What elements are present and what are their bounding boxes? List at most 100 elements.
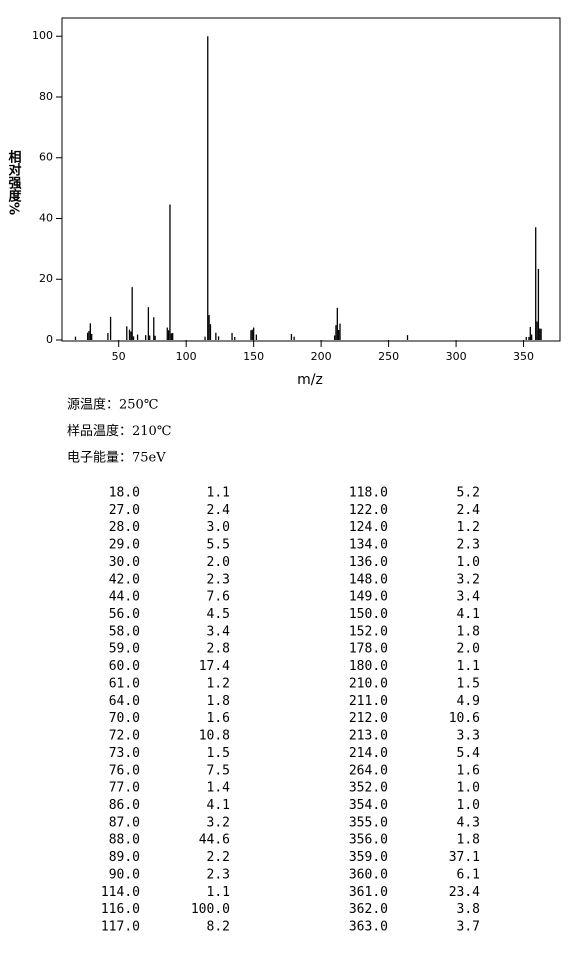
mass: 359.0 bbox=[349, 850, 388, 865]
intensity: 1.8 bbox=[207, 694, 230, 709]
intensity: 3.8 bbox=[457, 902, 480, 917]
intensity: 100.0 bbox=[191, 902, 230, 917]
intensity: 4.3 bbox=[457, 815, 480, 830]
mass: 30.0 bbox=[109, 555, 140, 570]
mass: 355.0 bbox=[349, 815, 388, 830]
intensity: 17.4 bbox=[199, 659, 230, 674]
y-tick-label: 100 bbox=[32, 29, 53, 42]
intensity: 4.1 bbox=[207, 798, 230, 813]
mass: 77.0 bbox=[109, 781, 140, 796]
intensity: 2.0 bbox=[207, 555, 230, 570]
intensity: 23.4 bbox=[449, 885, 480, 900]
x-tick-label: 100 bbox=[176, 350, 197, 363]
mass: 264.0 bbox=[349, 763, 388, 778]
mass: 148.0 bbox=[349, 572, 388, 587]
y-tick-label: 40 bbox=[39, 211, 53, 224]
mass: 122.0 bbox=[349, 503, 388, 518]
mass: 210.0 bbox=[349, 676, 388, 691]
mass: 124.0 bbox=[349, 520, 388, 535]
mass: 116.0 bbox=[101, 902, 140, 917]
intensity: 1.1 bbox=[207, 486, 230, 501]
mass: 361.0 bbox=[349, 885, 388, 900]
intensity: 2.3 bbox=[207, 572, 230, 587]
intensity: 5.5 bbox=[207, 538, 230, 553]
mass: 90.0 bbox=[109, 867, 140, 882]
intensity: 5.2 bbox=[457, 486, 480, 501]
mass: 58.0 bbox=[109, 624, 140, 639]
intensity: 7.5 bbox=[207, 763, 230, 778]
intensity: 5.4 bbox=[457, 746, 481, 761]
condition: 电子能量：75eV bbox=[67, 451, 166, 466]
mass: 117.0 bbox=[101, 920, 140, 935]
mass: 60.0 bbox=[109, 659, 140, 674]
intensity: 3.4 bbox=[207, 624, 231, 639]
intensity: 3.3 bbox=[457, 729, 480, 744]
x-tick-label: 150 bbox=[243, 350, 264, 363]
intensity: 1.1 bbox=[457, 659, 480, 674]
intensity: 2.3 bbox=[207, 867, 230, 882]
mass: 56.0 bbox=[109, 607, 140, 622]
mass: 149.0 bbox=[349, 590, 388, 605]
mass: 180.0 bbox=[349, 659, 388, 674]
mass: 70.0 bbox=[109, 711, 140, 726]
y-tick-label: 20 bbox=[39, 272, 53, 285]
intensity: 1.8 bbox=[457, 624, 480, 639]
mass: 352.0 bbox=[349, 781, 388, 796]
mass: 87.0 bbox=[109, 815, 140, 830]
intensity: 3.0 bbox=[207, 520, 230, 535]
mass: 214.0 bbox=[349, 746, 388, 761]
intensity: 1.0 bbox=[457, 555, 480, 570]
intensity: 1.6 bbox=[207, 711, 230, 726]
intensity: 2.4 bbox=[207, 503, 231, 518]
mass: 150.0 bbox=[349, 607, 388, 622]
mass: 59.0 bbox=[109, 642, 140, 657]
x-tick-label: 250 bbox=[378, 350, 399, 363]
mass: 42.0 bbox=[109, 572, 140, 587]
intensity: 37.1 bbox=[449, 850, 480, 865]
intensity: 2.4 bbox=[457, 503, 481, 518]
x-tick-label: 350 bbox=[513, 350, 534, 363]
intensity: 4.1 bbox=[457, 607, 480, 622]
intensity: 2.2 bbox=[207, 850, 230, 865]
condition: 源温度：250℃ bbox=[67, 397, 158, 413]
intensity: 4.9 bbox=[457, 694, 480, 709]
intensity: 2.3 bbox=[457, 538, 480, 553]
intensity: 3.4 bbox=[457, 590, 481, 605]
y-axis-label: 相对强度% bbox=[6, 149, 22, 215]
mass: 86.0 bbox=[109, 798, 140, 813]
mass: 61.0 bbox=[109, 676, 140, 691]
intensity: 1.4 bbox=[207, 781, 231, 796]
mass: 136.0 bbox=[349, 555, 388, 570]
mass: 44.0 bbox=[109, 590, 140, 605]
intensity: 3.7 bbox=[457, 920, 480, 935]
mass: 211.0 bbox=[349, 694, 388, 709]
intensity: 10.8 bbox=[199, 729, 230, 744]
mass: 213.0 bbox=[349, 729, 388, 744]
y-tick-label: 80 bbox=[39, 90, 53, 103]
condition: 样品温度：210℃ bbox=[67, 423, 171, 439]
intensity: 4.5 bbox=[207, 607, 230, 622]
y-tick-label: 0 bbox=[46, 333, 53, 346]
intensity: 44.6 bbox=[199, 833, 230, 848]
mass: 354.0 bbox=[349, 798, 388, 813]
intensity: 8.2 bbox=[207, 920, 230, 935]
intensity: 1.2 bbox=[457, 520, 480, 535]
mass: 114.0 bbox=[101, 885, 140, 900]
mass: 73.0 bbox=[109, 746, 140, 761]
mass: 212.0 bbox=[349, 711, 388, 726]
mass: 29.0 bbox=[109, 538, 140, 553]
intensity: 1.2 bbox=[207, 676, 230, 691]
mass: 178.0 bbox=[349, 642, 388, 657]
mass: 356.0 bbox=[349, 833, 388, 848]
x-tick-label: 300 bbox=[446, 350, 467, 363]
intensity: 3.2 bbox=[457, 572, 480, 587]
mass: 360.0 bbox=[349, 867, 388, 882]
mass: 89.0 bbox=[109, 850, 140, 865]
mass: 118.0 bbox=[349, 486, 388, 501]
y-tick-label: 60 bbox=[39, 151, 53, 164]
x-tick-label: 200 bbox=[311, 350, 332, 363]
intensity: 2.8 bbox=[207, 642, 230, 657]
intensity: 6.1 bbox=[457, 867, 480, 882]
intensity: 1.8 bbox=[457, 833, 480, 848]
